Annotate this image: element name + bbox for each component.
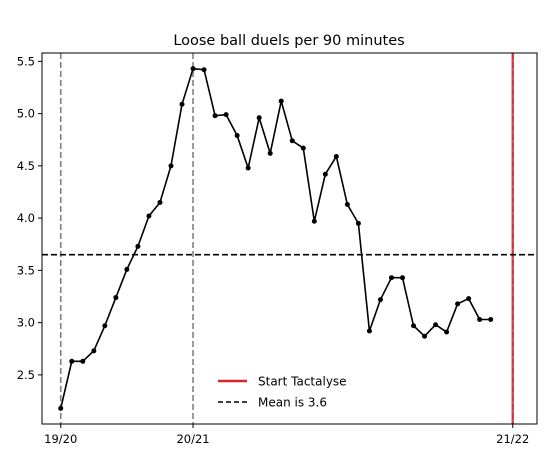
data-point xyxy=(223,112,229,118)
data-point xyxy=(311,218,317,224)
data-point xyxy=(477,316,483,322)
data-point xyxy=(190,66,196,72)
data-point xyxy=(234,133,240,139)
data-point xyxy=(289,138,295,144)
legend-mean-label: Mean is 3.6 xyxy=(258,396,327,410)
data-point xyxy=(278,98,284,104)
data-point xyxy=(179,101,185,107)
data-point xyxy=(146,213,152,219)
axes-frame xyxy=(41,52,538,425)
chart-title: Loose ball duels per 90 minutes xyxy=(173,33,404,49)
data-point xyxy=(124,266,130,272)
y-tick-label: 4.5 xyxy=(17,159,35,173)
data-point xyxy=(135,243,141,249)
plot-area xyxy=(41,52,538,425)
data-point xyxy=(366,328,372,334)
y-tick-label: 2.5 xyxy=(17,368,35,382)
data-point xyxy=(267,150,273,156)
data-point xyxy=(168,163,174,169)
data-point xyxy=(69,358,75,364)
data-point xyxy=(355,220,361,226)
data-point xyxy=(256,115,262,121)
data-point xyxy=(201,67,207,73)
y-axis: 2.5 3.0 3.5 4.0 4.5 5.0 5.5 xyxy=(17,54,42,382)
x-tick-label: 20/21 xyxy=(176,432,209,446)
data-point xyxy=(377,297,383,303)
series-line xyxy=(59,67,491,409)
data-point xyxy=(102,323,108,329)
data-point xyxy=(91,348,97,354)
legend: Start Tactalyse Mean is 3.6 xyxy=(208,366,376,416)
y-tick-label: 3.0 xyxy=(17,316,35,330)
reference-lines xyxy=(42,53,537,424)
data-point xyxy=(455,301,461,307)
x-tick-label: 19/20 xyxy=(44,432,77,446)
data-point xyxy=(444,329,450,335)
data-point xyxy=(411,323,417,329)
x-axis: 19/20 20/21 21/22 xyxy=(44,424,529,446)
data-point xyxy=(212,113,218,119)
data-point xyxy=(300,145,306,151)
y-tick-label: 5.5 xyxy=(17,54,35,68)
data-point xyxy=(344,202,350,208)
data-point xyxy=(333,153,339,159)
data-point xyxy=(422,333,428,339)
data-point xyxy=(388,275,394,281)
data-point xyxy=(488,316,494,322)
data-point xyxy=(80,358,86,364)
data-point xyxy=(245,165,251,171)
legend-box xyxy=(208,366,376,416)
x-tick-label: 21/22 xyxy=(496,432,529,446)
data-point xyxy=(58,405,64,411)
data-point xyxy=(400,275,406,281)
data-point xyxy=(466,296,472,302)
data-point xyxy=(157,199,163,205)
data-point xyxy=(433,322,439,328)
data-point xyxy=(322,171,328,177)
data-point xyxy=(113,295,119,301)
y-tick-label: 3.5 xyxy=(17,263,35,277)
series-group xyxy=(58,66,494,411)
legend-start-label: Start Tactalyse xyxy=(258,375,347,389)
y-tick-label: 4.0 xyxy=(17,211,35,225)
y-tick-label: 5.0 xyxy=(17,107,35,121)
